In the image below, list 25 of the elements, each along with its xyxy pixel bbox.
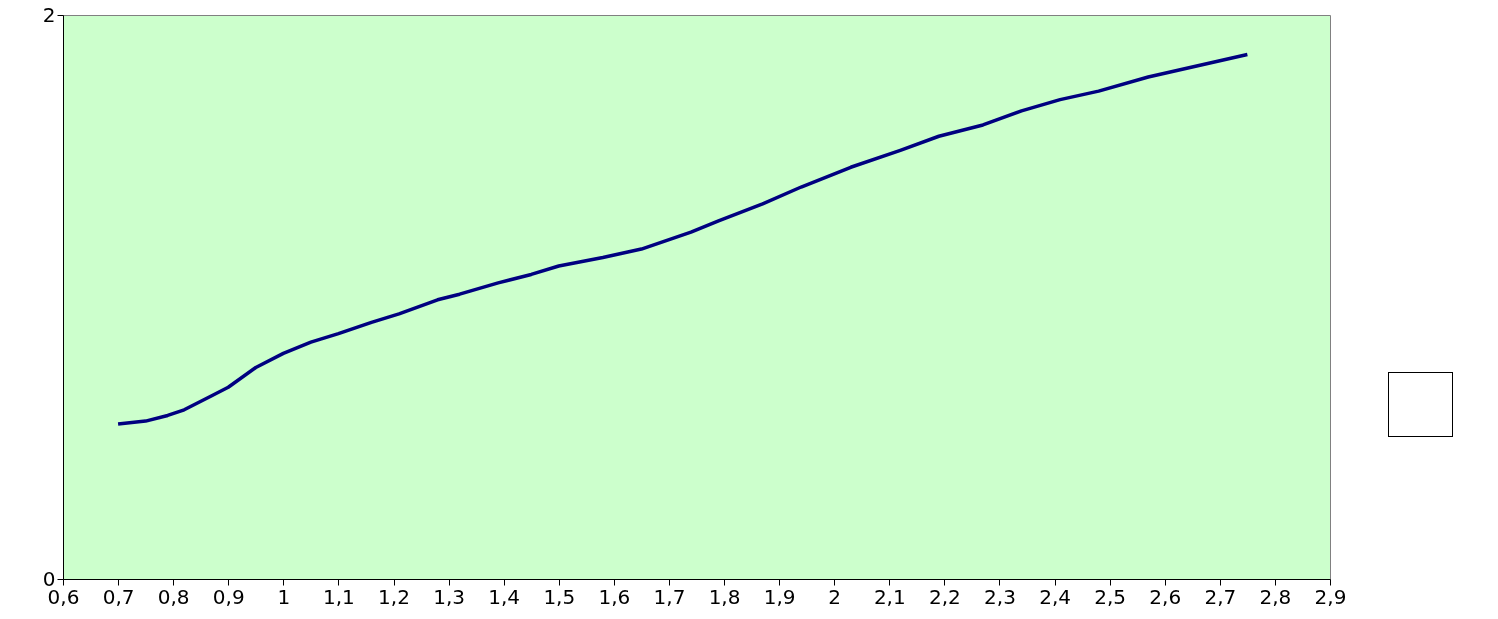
x-tick-label: 1,9 [763, 584, 796, 609]
x-tick-label: 1,7 [653, 584, 686, 609]
x-tick-label: 1,8 [708, 584, 741, 609]
x-tick-label: 2 [828, 584, 842, 609]
x-tick-label: 1,4 [488, 584, 521, 609]
x-tick-label: 2,9 [1314, 584, 1347, 609]
x-tick-label: 2,4 [1039, 584, 1071, 609]
x-tick-label: 0,7 [102, 584, 135, 609]
x-tick-label: 1,1 [323, 584, 355, 609]
line-series [116, 52, 1250, 426]
x-tick-label: 2,5 [1094, 584, 1127, 609]
x-tick-label: 1,3 [433, 584, 466, 609]
x-tick-label: 2,1 [873, 584, 906, 609]
x-tick-label: 0,8 [157, 584, 190, 609]
x-tick-label: 2,2 [928, 584, 961, 609]
x-tick-label: 2,3 [984, 584, 1016, 609]
x-tick-label: 2,8 [1259, 584, 1292, 609]
x-tick-label: 2,7 [1204, 584, 1237, 609]
x-tick-label: 2,6 [1149, 584, 1182, 609]
x-tick-label: 1 [277, 584, 291, 609]
y-tick-label: 0 [42, 566, 56, 591]
x-tick-label: 1,5 [543, 584, 576, 609]
x-tick-label: 0,9 [212, 584, 245, 609]
x-tick-label: 1,6 [598, 584, 631, 609]
x-tick-label: 1,2 [378, 584, 410, 609]
